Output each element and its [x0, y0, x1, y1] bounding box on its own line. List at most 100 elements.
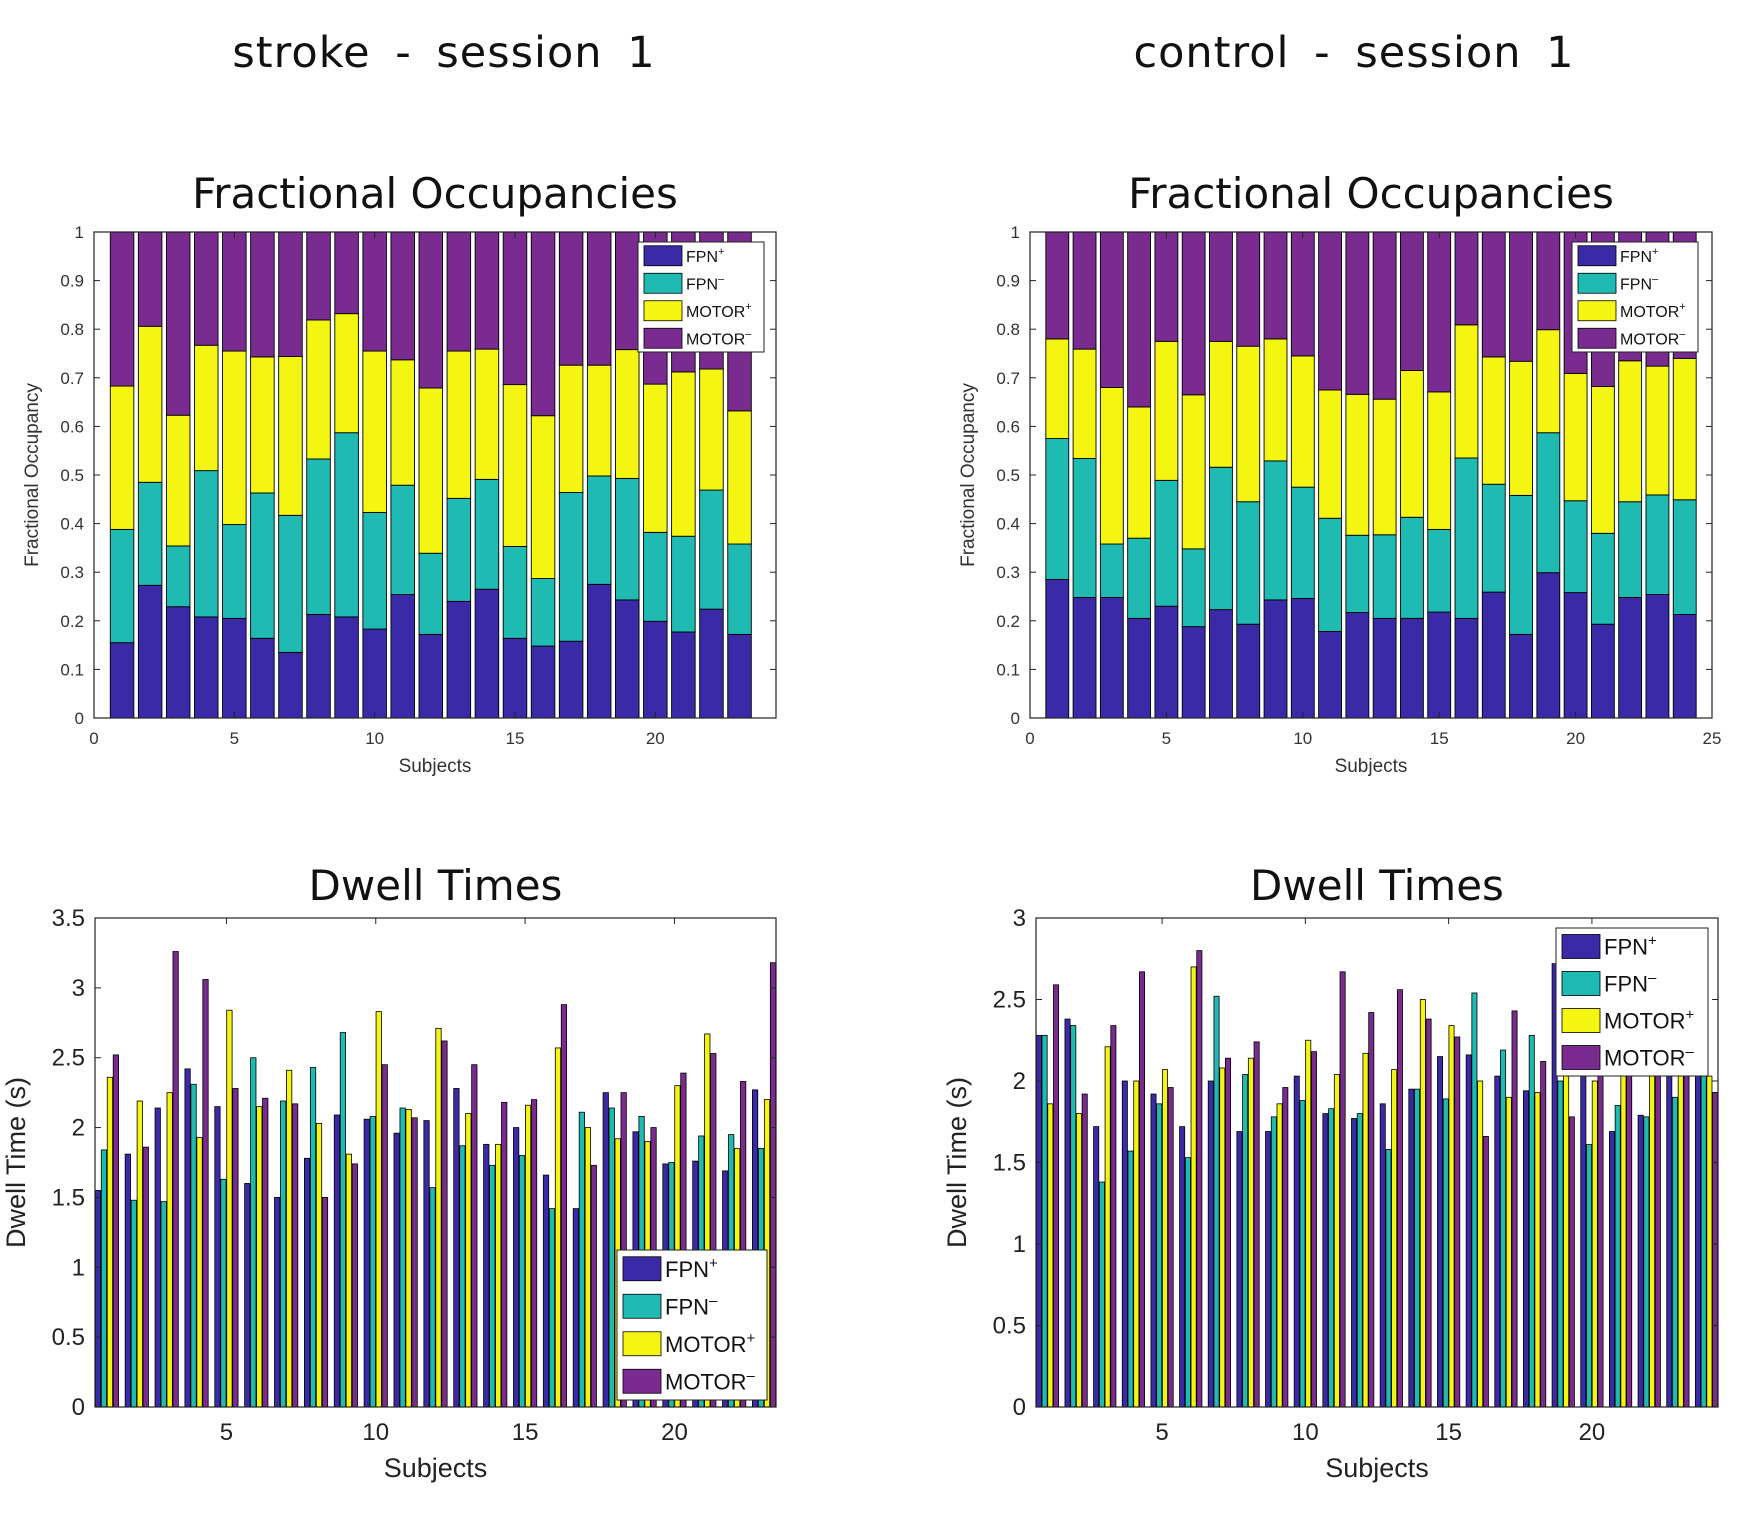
bar: [1494, 1075, 1501, 1408]
bar-segment: [558, 492, 584, 642]
bar-segment: [615, 599, 640, 719]
bar-segment: [727, 410, 752, 545]
bar-segment: [727, 543, 752, 635]
bar-segment: [502, 231, 528, 386]
bar: [1523, 1090, 1529, 1408]
bar: [339, 1032, 346, 1408]
bar-segment: [1236, 623, 1261, 719]
bar-segment: [1454, 617, 1479, 719]
bar-segment: [727, 633, 752, 719]
bar: [489, 1164, 496, 1408]
y-tick-label: 0.1: [60, 660, 84, 679]
x-tick-label: 20: [1579, 1419, 1606, 1446]
y-tick-label: 0.5: [993, 1313, 1026, 1340]
bar-segment: [671, 371, 696, 537]
bar-segment: [530, 578, 556, 647]
legend-swatch: [643, 245, 683, 267]
bar: [1448, 1025, 1455, 1408]
bar: [1654, 1031, 1661, 1408]
bar: [1586, 1144, 1593, 1408]
bar-segment: [586, 475, 612, 585]
y-tick-label: 3.5: [52, 905, 85, 932]
bar-segment: [1372, 231, 1397, 400]
y-tick-label: 1: [1011, 223, 1020, 242]
bar: [1299, 1100, 1306, 1408]
legend: FPN+ FPN– MOTOR+ MOTOR–: [1555, 927, 1709, 1077]
control-fo-chart: Fractional Occupancies 0 0.1 0.2 0.3 0.4 0.5 0.…: [958, 169, 1721, 777]
bar: [256, 1106, 263, 1408]
bar: [1712, 1092, 1719, 1408]
bar-segment: [362, 231, 387, 352]
y-tick-label: 0.9: [996, 272, 1020, 291]
bar-segment: [1318, 389, 1342, 519]
bar-segment: [1645, 365, 1670, 496]
bar-segment: [643, 383, 668, 533]
bar-segment: [1618, 360, 1643, 503]
bar: [262, 1097, 269, 1408]
bar: [1505, 1096, 1512, 1408]
bar: [369, 1115, 376, 1408]
bar-segment: [1263, 231, 1288, 340]
y-tick-label: 0.6: [996, 417, 1020, 436]
bar-segment: [671, 631, 696, 719]
bar-segment: [109, 642, 135, 719]
x-axis-label: Subjects: [1325, 1453, 1429, 1483]
bar: [1580, 1031, 1587, 1408]
bar: [453, 1088, 460, 1408]
bar: [471, 1064, 478, 1408]
bar-segment: [1509, 231, 1533, 362]
bar-segment: [558, 231, 584, 366]
bar-segment: [109, 231, 135, 387]
bar: [1534, 1092, 1541, 1408]
bar-segment: [615, 477, 640, 601]
bar-segment: [1645, 494, 1670, 596]
bar-segment: [1127, 617, 1152, 719]
y-tick-label: 3: [72, 975, 85, 1002]
bar-segment: [1290, 597, 1315, 719]
legend-label: MOTOR+: [1620, 301, 1686, 321]
x-tick-label: 5: [1155, 1419, 1168, 1446]
legend-swatch: [622, 1368, 662, 1394]
bar: [1253, 1041, 1260, 1408]
bar-segment: [1372, 398, 1397, 536]
bar-segment: [1154, 340, 1179, 481]
bar-segment: [699, 608, 724, 719]
bar: [1104, 1046, 1111, 1408]
bar: [172, 951, 179, 1408]
bar-segment: [586, 231, 612, 366]
legend-swatch: [1561, 934, 1601, 959]
bar-segment: [1263, 338, 1288, 462]
y-tick-label: 0: [1013, 1394, 1026, 1421]
bar: [1471, 992, 1478, 1408]
bar-segment: [165, 545, 191, 608]
legend-label: FPN–: [686, 274, 725, 294]
bar-segment: [1099, 387, 1124, 545]
bar: [1167, 1087, 1174, 1408]
bar: [1379, 1103, 1386, 1408]
bar: [1276, 1103, 1283, 1408]
legend-swatch: [1577, 272, 1617, 294]
y-tick-label: 1: [1013, 1231, 1026, 1258]
bar-segment: [699, 368, 724, 491]
x-tick-label: 25: [1703, 729, 1722, 748]
bar-segment: [1454, 231, 1479, 326]
chart-title: Fractional Occupancies: [1128, 169, 1614, 218]
bar-segment: [418, 231, 444, 389]
bar-segment: [334, 616, 359, 719]
bar-segment: [1427, 611, 1452, 719]
bar-segment: [1509, 360, 1533, 496]
bar-segment: [194, 231, 219, 346]
x-tick-label: 5: [230, 729, 239, 748]
bar: [1614, 1105, 1621, 1408]
bar-segment: [502, 384, 528, 547]
x-tick-label: 15: [512, 1419, 539, 1446]
stroke-dt-chart: Dwell Times 0 0.5 1 1.5 2 2.5 3 3.5 5 10 15 20 Subjec…: [1, 861, 777, 1483]
bar: [1081, 1093, 1088, 1408]
x-tick-label: 0: [1025, 729, 1034, 748]
bar: [393, 1132, 400, 1408]
bar: [411, 1117, 418, 1408]
bar-segment: [278, 514, 303, 653]
bar: [1528, 1034, 1535, 1408]
bar-segment: [222, 350, 247, 526]
